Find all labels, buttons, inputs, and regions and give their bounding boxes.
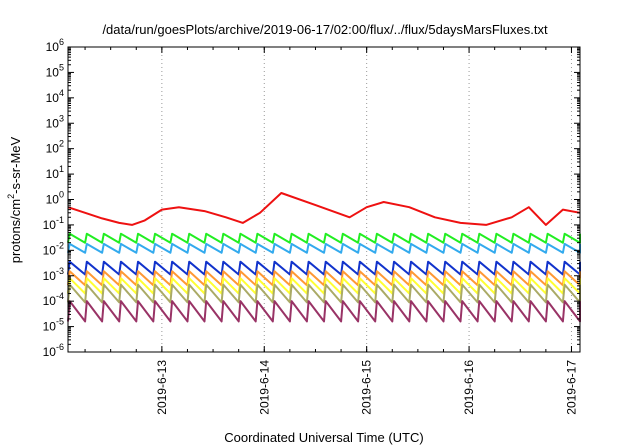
y-tick-label: 10-2: [43, 240, 64, 257]
x-axis-label: Coordinated Universal Time (UTC): [224, 430, 423, 445]
series-line: [67, 283, 581, 304]
y-tick-label: 106: [46, 37, 64, 54]
data-series: [67, 192, 581, 323]
series-line: [67, 300, 581, 323]
y-tick-label: 103: [46, 113, 64, 130]
x-tick-label: 2019-6-16: [462, 360, 476, 415]
x-tick-label: 2019-6-17: [564, 360, 578, 415]
y-tick-label: 104: [46, 88, 64, 105]
x-axis-ticks: 2019-6-13 2019-6-14 2019-6-15 2019-6-16 2019…: [84, 47, 578, 415]
grid-lines: [161, 47, 572, 352]
plot-frame: [67, 46, 581, 353]
y-axis-ticks: 10-6 10-5 10-4 10-3 10-2 10-1 100 101 102 103 104 1…: [43, 37, 580, 359]
chart-title: /data/run/goesPlots/archive/2019-06-17/0…: [102, 22, 548, 37]
y-tick-label: 100: [46, 190, 64, 207]
y-axis-label: protons/cm2-s-sr-MeV: [6, 136, 23, 263]
y-tick-label: 102: [46, 139, 64, 156]
x-tick-label: 2019-6-13: [155, 360, 169, 415]
y-tick-label: 10-4: [43, 291, 64, 308]
y-tick-label: 10-5: [43, 317, 64, 334]
y-tick-label: 10-3: [43, 266, 64, 283]
y-tick-label: 101: [46, 164, 64, 181]
x-tick-label: 2019-6-14: [257, 360, 271, 415]
series-line: [67, 232, 581, 244]
series-line: [67, 260, 581, 276]
y-tick-label: 105: [46, 62, 64, 79]
series-line: [67, 242, 581, 254]
x-tick-label: 2019-6-15: [360, 360, 374, 415]
y-tick-label: 10-6: [43, 342, 64, 359]
y-tick-label: 10-1: [43, 215, 64, 232]
series-line: [67, 192, 581, 226]
